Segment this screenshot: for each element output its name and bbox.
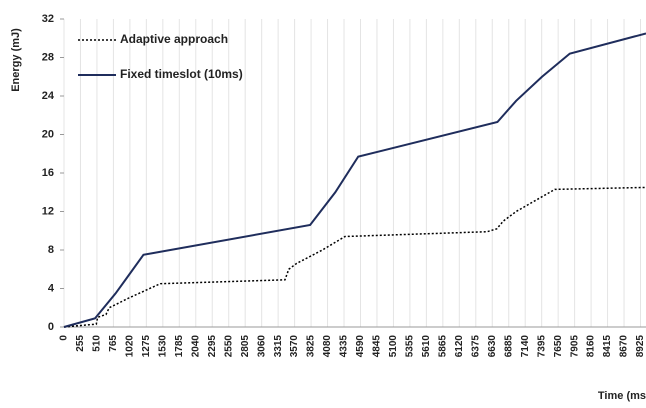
y-tick-label: 32 — [42, 13, 54, 25]
x-axis-label: Time (ms — [598, 390, 646, 402]
x-tick-label: 4080 — [322, 335, 333, 358]
x-tick-label: 2805 — [240, 335, 251, 358]
x-tick-label: 6120 — [454, 335, 465, 358]
x-tick-label: 7395 — [536, 335, 547, 358]
data-line — [63, 32, 646, 328]
x-tick-label: 1020 — [125, 335, 136, 358]
y-tick-label: 0 — [48, 321, 54, 333]
x-tick-label: 7140 — [520, 335, 531, 358]
x-tick-label: 8925 — [635, 335, 646, 358]
y-tick-label: 4 — [48, 282, 55, 294]
x-tick-label: 765 — [108, 335, 119, 352]
x-tick-label: 3570 — [289, 335, 300, 358]
x-tick-label: 7905 — [569, 335, 580, 358]
x-tick-label: 1530 — [157, 335, 168, 358]
x-tick-label: 8670 — [619, 335, 630, 358]
x-tick-label: 4845 — [372, 335, 383, 358]
y-tick-label: 24 — [42, 90, 55, 102]
x-tick-label: 5100 — [388, 335, 399, 358]
x-tick-label: 3825 — [306, 335, 317, 358]
x-tick-label: 8160 — [586, 335, 597, 358]
legend-label: Adaptive approach — [120, 32, 228, 46]
x-tick-label: 7650 — [553, 335, 564, 358]
x-tick-label: 510 — [92, 335, 103, 352]
y-tick-label: 16 — [42, 167, 54, 179]
x-tick-label: 2295 — [207, 335, 218, 358]
x-tick-label: 2040 — [190, 335, 201, 358]
x-tick-label: 5865 — [437, 335, 448, 358]
x-tick-label: 0 — [59, 335, 70, 341]
x-tick-label: 2550 — [223, 335, 234, 358]
x-tick-label: 1275 — [141, 335, 152, 358]
legend-label: Fixed timeslot (10ms) — [120, 67, 243, 81]
x-tick-label: 6375 — [470, 335, 481, 358]
x-tick-label: 5355 — [405, 335, 416, 358]
y-tick-label: 20 — [42, 128, 54, 140]
x-tick-label: 4590 — [355, 335, 366, 358]
x-tick-label: 3060 — [256, 335, 267, 358]
y-tick-label: 12 — [42, 205, 54, 217]
x-tick-label: 5610 — [421, 335, 432, 358]
x-tick-label: 4335 — [339, 335, 350, 358]
x-tick-label: 3315 — [273, 335, 284, 358]
x-tick-label: 6885 — [503, 335, 514, 358]
y-tick-label: 8 — [48, 244, 54, 256]
x-tick-label: 8415 — [602, 335, 613, 358]
x-tick-label: 255 — [75, 335, 86, 352]
x-tick-label: 6630 — [487, 335, 498, 358]
y-axis-label: Energy (mJ) — [10, 28, 22, 92]
y-tick-label: 28 — [42, 51, 54, 63]
data-line — [63, 186, 646, 328]
x-tick-label: 1785 — [174, 335, 185, 358]
